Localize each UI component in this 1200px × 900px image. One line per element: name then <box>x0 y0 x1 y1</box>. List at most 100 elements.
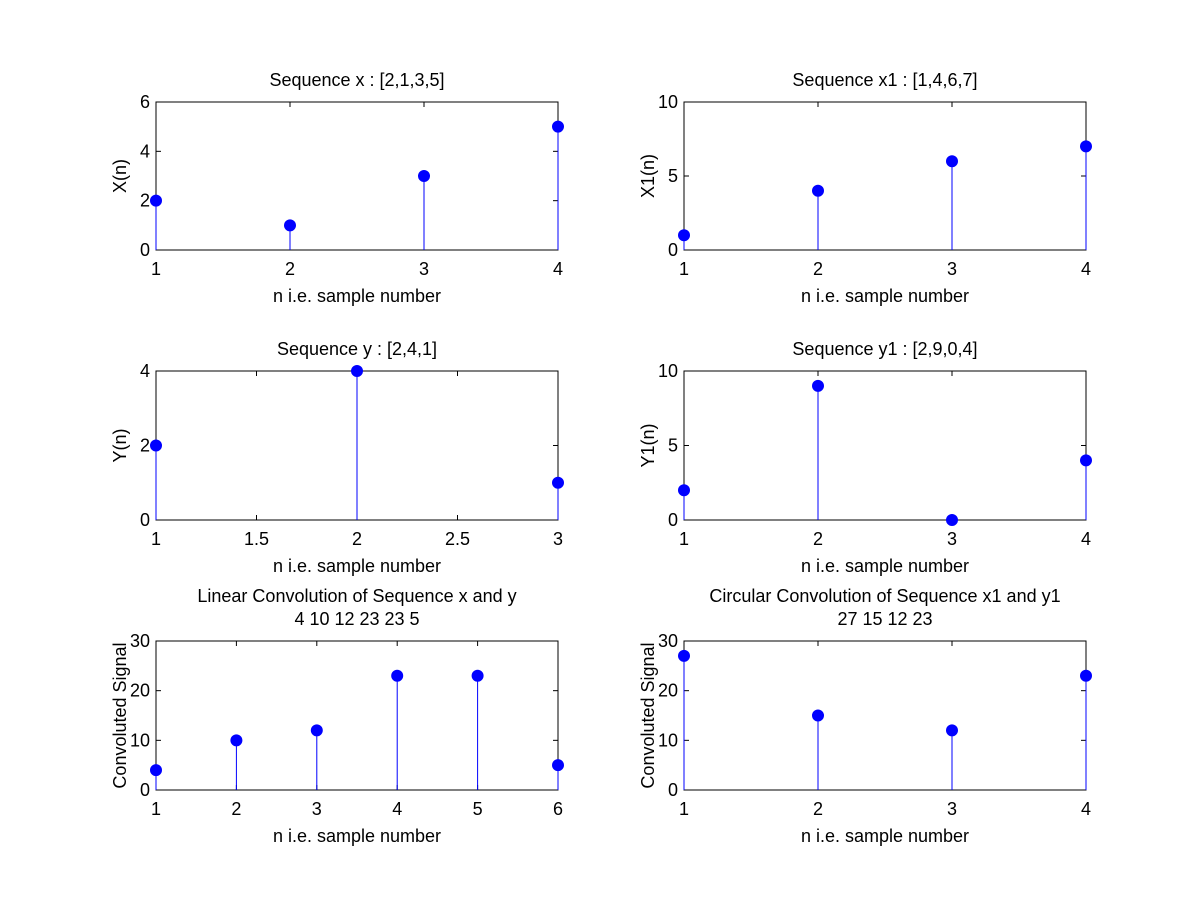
x-tick-label: 2.5 <box>445 529 470 549</box>
y-tick-label: 30 <box>658 631 678 651</box>
stem-marker <box>150 439 162 452</box>
subplot-3: Sequence y : [2,4,1] 1 1.5 2 2.5 3 0 2 4 n i.e. s… <box>110 339 564 576</box>
x-axis-label: n i.e. sample number <box>273 826 441 846</box>
axes-box <box>155 101 559 251</box>
y-tick-label: 0 <box>668 780 678 800</box>
axes-box <box>155 640 559 791</box>
x-tick-label: 3 <box>947 259 957 279</box>
stem-marker <box>471 669 484 682</box>
stem-marker <box>1080 140 1092 153</box>
stem-marker <box>812 709 824 722</box>
x-tick-label: 6 <box>553 799 563 819</box>
chart-title: 27 15 12 23 <box>837 609 932 629</box>
x-tick-label: 4 <box>1081 529 1091 549</box>
x-tick-label: 1 <box>679 799 689 819</box>
subplot-1: Sequence x : [2,1,3,5] 1 2 3 4 0 2 4 6 n i.e. sam… <box>110 70 564 306</box>
y-tick-label: 10 <box>130 730 150 750</box>
y-tick-label: 0 <box>140 780 150 800</box>
stem-marker <box>310 724 323 737</box>
subplot-4: Sequence y1 : [2,9,0,4] 1 2 3 4 0 5 10 n i.e. sa… <box>638 339 1092 576</box>
stem-marker <box>946 514 958 526</box>
x-tick-label: 1 <box>679 259 689 279</box>
x-tick-label: 1 <box>151 259 161 279</box>
x-tick-label: 3 <box>312 799 322 819</box>
chart-title: Circular Convolution of Sequence x1 and … <box>709 586 1060 606</box>
x-tick-label: 4 <box>1081 259 1091 279</box>
y-tick-label: 2 <box>140 436 150 456</box>
x-axis-label: n i.e. sample number <box>273 556 441 576</box>
y-axis-label: X(n) <box>110 159 130 193</box>
chart-title: Sequence x1 : [1,4,6,7] <box>792 70 977 90</box>
x-tick-label: 2 <box>813 529 823 549</box>
chart-title: Linear Convolution of Sequence x and y <box>197 586 516 606</box>
stem-marker <box>552 476 564 489</box>
y-tick-label: 20 <box>130 681 150 701</box>
x-tick-label: 5 <box>473 799 483 819</box>
x-tick-label: 3 <box>947 799 957 819</box>
y-tick-label: 5 <box>668 166 678 186</box>
stem-marker <box>391 669 404 682</box>
chart-title: 4 10 12 23 23 5 <box>294 609 419 629</box>
x-tick-label: 3 <box>947 529 957 549</box>
x-tick-label: 1 <box>151 529 161 549</box>
x-tick-label: 4 <box>392 799 402 819</box>
x-axis-label: n i.e. sample number <box>801 826 969 846</box>
stem-marker <box>552 120 564 133</box>
y-tick-label: 0 <box>668 240 678 260</box>
y-axis-label: Convoluted Signal <box>638 642 658 788</box>
x-tick-label: 2 <box>352 529 362 549</box>
y-axis-label: X1(n) <box>638 154 658 198</box>
stem-marker <box>284 219 296 232</box>
stem-marker <box>678 229 690 242</box>
chart-title: Sequence y : [2,4,1] <box>277 339 437 359</box>
stem-marker <box>946 155 958 168</box>
x-axis-label: n i.e. sample number <box>801 556 969 576</box>
axes-box <box>683 640 1087 791</box>
y-tick-label: 4 <box>140 141 150 161</box>
y-tick-label: 30 <box>130 631 150 651</box>
y-tick-label: 10 <box>658 730 678 750</box>
stem-marker <box>812 379 824 392</box>
y-tick-label: 0 <box>140 240 150 260</box>
y-tick-label: 2 <box>140 191 150 211</box>
x-axis-label: n i.e. sample number <box>273 286 441 306</box>
subplot-2: Sequence x1 : [1,4,6,7] 1 2 3 4 0 5 10 n i.e. sa… <box>638 70 1092 306</box>
y-axis-label: Convoluted Signal <box>110 642 130 788</box>
subplot-5: Linear Convolution of Sequence x and y 4 … <box>110 586 564 846</box>
stem-marker <box>418 170 430 182</box>
x-tick-label: 2 <box>813 259 823 279</box>
stem-marker <box>946 724 958 737</box>
stem-marker <box>678 484 690 497</box>
y-axis-label: Y(n) <box>110 428 130 462</box>
stem-marker <box>1080 454 1092 467</box>
x-tick-label: 1 <box>679 529 689 549</box>
stem-marker <box>230 734 243 747</box>
y-axis-label: Y1(n) <box>638 423 658 467</box>
y-tick-label: 4 <box>140 361 150 381</box>
x-tick-label: 3 <box>419 259 429 279</box>
y-tick-label: 10 <box>658 361 678 381</box>
stem-marker <box>552 759 564 772</box>
stem-marker <box>812 184 824 197</box>
stem-marker <box>150 764 162 777</box>
chart-title: Sequence y1 : [2,9,0,4] <box>792 339 977 359</box>
x-tick-label: 1.5 <box>244 529 269 549</box>
x-tick-label: 4 <box>1081 799 1091 819</box>
axes-box <box>683 370 1087 521</box>
y-tick-label: 10 <box>658 92 678 112</box>
x-tick-label: 2 <box>813 799 823 819</box>
stem-marker <box>150 194 162 207</box>
y-tick-label: 5 <box>668 436 678 456</box>
stem-marker <box>1080 669 1092 682</box>
subplot-6: Circular Convolution of Sequence x1 and … <box>638 586 1092 846</box>
y-tick-label: 6 <box>140 92 150 112</box>
y-tick-label: 20 <box>658 681 678 701</box>
x-tick-label: 1 <box>151 799 161 819</box>
x-tick-label: 3 <box>553 529 563 549</box>
chart-title: Sequence x : [2,1,3,5] <box>269 70 444 90</box>
stem-marker <box>678 649 690 662</box>
x-axis-label: n i.e. sample number <box>801 286 969 306</box>
x-tick-label: 2 <box>285 259 295 279</box>
axes-box <box>683 101 1087 251</box>
